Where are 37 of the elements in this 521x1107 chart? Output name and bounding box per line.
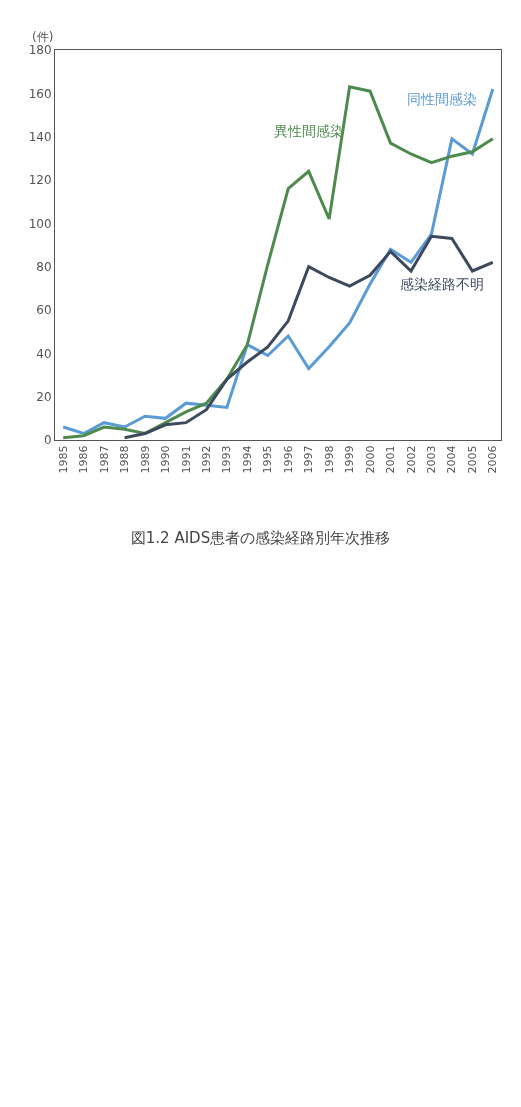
series-label: 感染経路不明	[400, 276, 484, 292]
x-tick-label: 1998	[322, 445, 336, 474]
x-tick-label: 2005	[465, 445, 479, 474]
y-tick-label: 180	[28, 43, 52, 58]
y-tick-label: 40	[36, 346, 52, 361]
x-tick-label: 2002	[404, 445, 418, 474]
y-tick-label: 0	[43, 433, 52, 448]
y-tick-label: 120	[28, 173, 52, 188]
x-tick-label: 2003	[425, 445, 439, 474]
y-tick-label: 160	[28, 86, 52, 101]
x-tick-label: 1989	[138, 445, 152, 474]
x-tick-label: 1994	[240, 445, 254, 474]
x-tick-label: 1996	[281, 445, 295, 474]
series-label: 同性間感染	[407, 91, 477, 107]
x-tick-label: 1991	[179, 445, 193, 474]
x-tick-label: 1995	[261, 445, 275, 474]
y-axis-title: (件)	[32, 30, 54, 44]
y-tick-label: 140	[28, 129, 52, 144]
x-tick-label: 1999	[343, 445, 357, 474]
text: 図1.2 AIDS患者の感染経路別年次推移	[130, 529, 391, 548]
x-tick-label: 1993	[220, 445, 234, 474]
y-tick-label: 20	[36, 389, 52, 404]
y-tick-label: 60	[36, 303, 52, 318]
x-tick-label: 1997	[302, 445, 316, 474]
x-tick-label: 1988	[118, 445, 132, 474]
x-tick-label: 2004	[445, 445, 459, 474]
x-tick-label: 2000	[363, 445, 377, 474]
line-series	[123, 234, 495, 440]
x-tick-label: 2006	[486, 445, 500, 474]
x-tick-label: 1990	[159, 445, 173, 474]
x-tick-label: 1986	[77, 445, 91, 474]
y-tick-label: 100	[28, 216, 52, 231]
x-tick-label: 2001	[384, 445, 398, 474]
x-tick-label: 1992	[199, 445, 213, 474]
x-tick-label: 1985	[56, 445, 70, 474]
y-tick-label: 80	[36, 259, 52, 274]
x-tick-label: 1987	[97, 445, 111, 474]
